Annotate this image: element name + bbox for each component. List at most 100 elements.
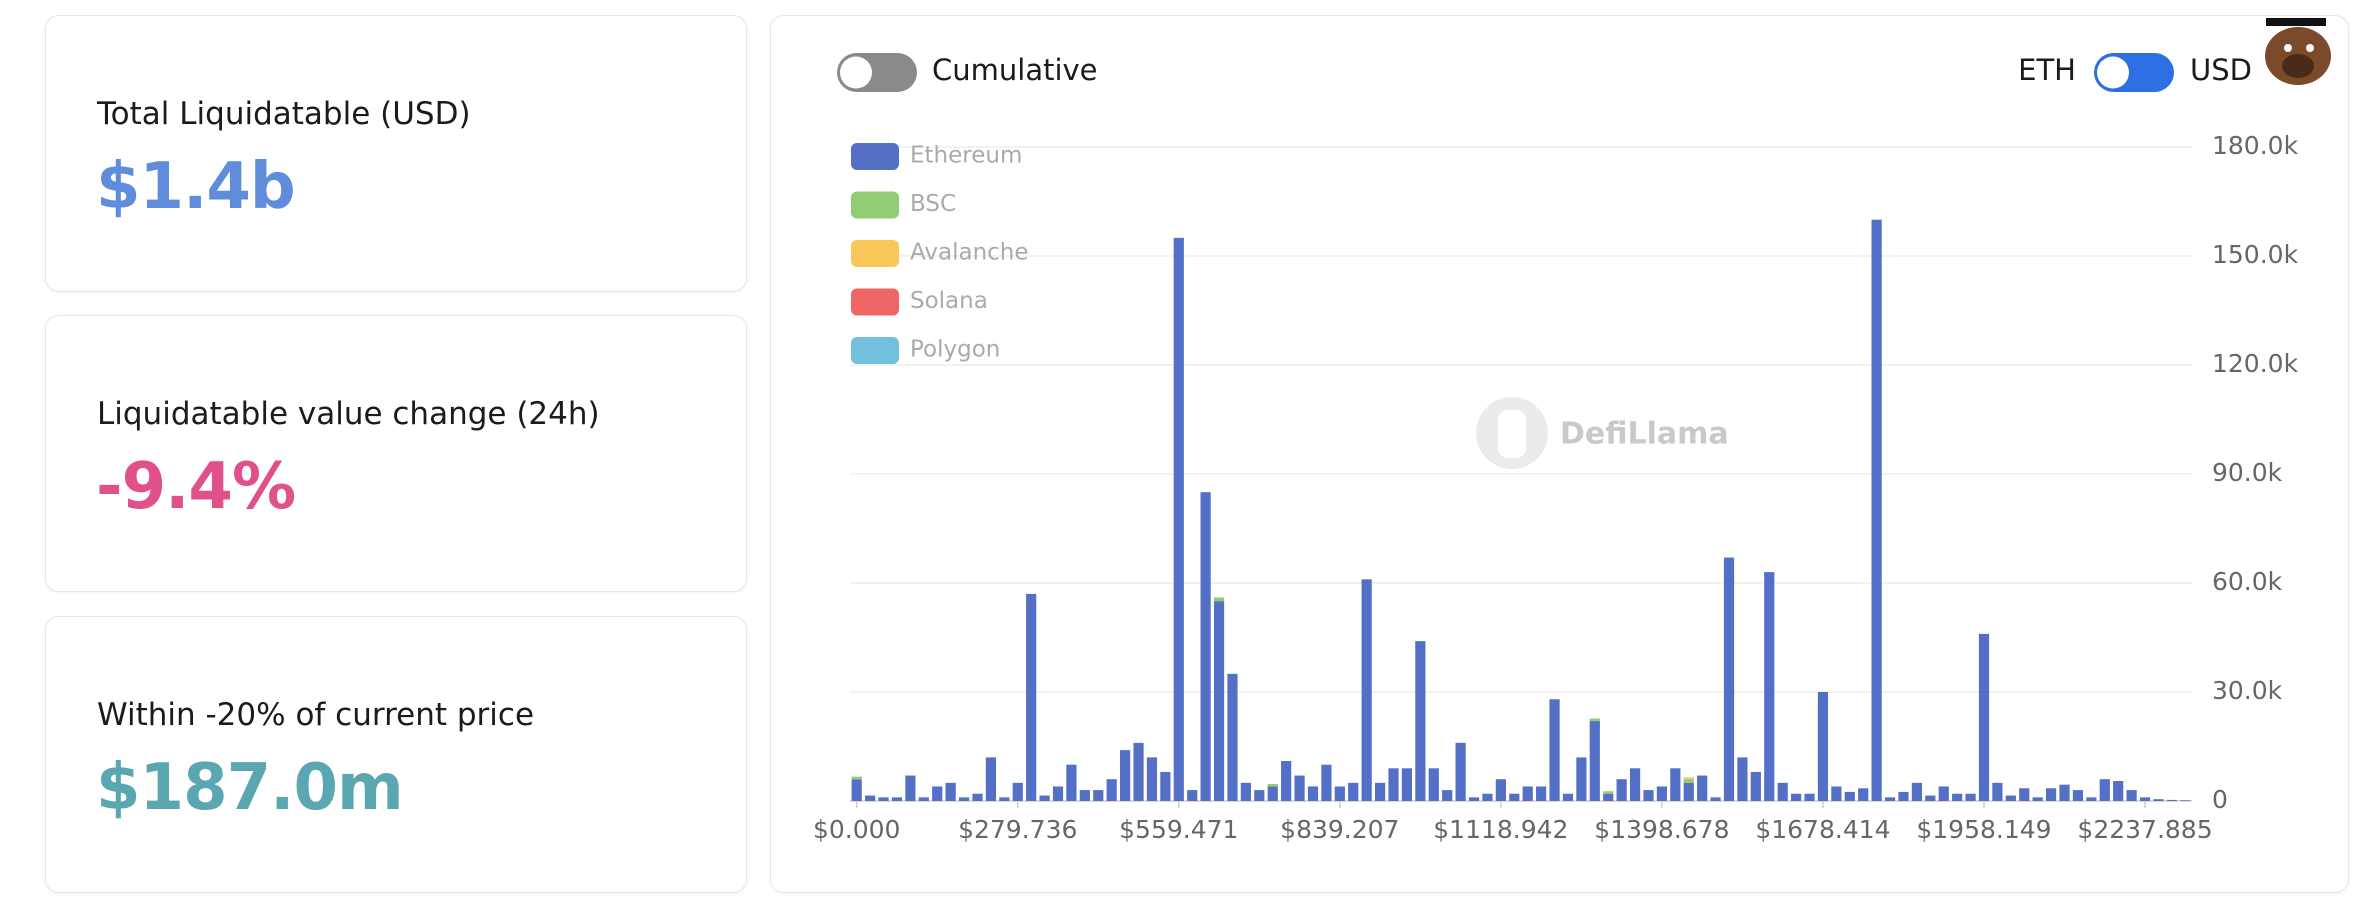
bar [1509, 793, 1520, 801]
bar [2086, 797, 2097, 801]
watermark-text: DefiLlama [1560, 417, 1729, 452]
toggle-label: Cumulative [932, 53, 1098, 87]
bar [1697, 775, 1708, 801]
bar [1710, 797, 1721, 801]
bar [972, 793, 983, 801]
toggle-label: USD [2190, 53, 2252, 87]
legend-swatch [851, 337, 899, 364]
toggle-knob [2097, 56, 2129, 89]
bar [1683, 777, 1694, 780]
bar [1039, 795, 1050, 801]
stat-card: Within -20% of current price $187.0m [45, 616, 747, 893]
bar [2166, 799, 2177, 801]
bar [1026, 593, 1037, 801]
bar [1307, 786, 1319, 801]
bar [1965, 793, 1976, 801]
x-tick-label: $559.471 [1119, 815, 1238, 844]
bar [2099, 779, 2110, 801]
bar [1992, 782, 2003, 801]
bar [1213, 601, 1225, 801]
bar [2126, 790, 2137, 801]
stat-value: $187.0m [96, 751, 404, 825]
y-tick-label: 30.0k [2212, 676, 2283, 705]
legend-swatch [851, 143, 899, 170]
bar [1468, 797, 1480, 801]
bar [1052, 786, 1064, 801]
bar [1683, 782, 1694, 801]
bar [891, 797, 903, 801]
y-tick-label: 0 [2212, 785, 2228, 814]
stat-value: $1.4b [96, 150, 296, 224]
bar [2059, 784, 2070, 801]
bar [905, 775, 916, 801]
bar [1281, 761, 1292, 801]
bar [1817, 692, 1829, 801]
bar [1536, 786, 1547, 801]
bar [2139, 797, 2151, 801]
bar [1603, 793, 1614, 801]
bar [2180, 800, 2191, 801]
x-tick-label: $279.736 [958, 815, 1077, 844]
stat-label: Total Liquidatable (USD) [97, 96, 471, 132]
watermark: DefiLlama [1476, 397, 1729, 469]
bar [1549, 699, 1560, 801]
bar [1187, 790, 1198, 801]
legend-label: Ethereum [910, 143, 1022, 169]
bar [1401, 768, 1413, 801]
bar [1213, 597, 1225, 602]
bar [1764, 572, 1775, 801]
bar [1455, 742, 1466, 801]
x-tick-label: $2237.885 [2077, 815, 2212, 844]
bar [1227, 673, 1238, 801]
bar [1106, 779, 1117, 801]
avatar [2265, 18, 2331, 85]
bar [1334, 786, 1345, 801]
legend-label: Polygon [910, 337, 1000, 363]
bar [932, 786, 943, 801]
bar [1750, 771, 1761, 801]
stat-value: -9.4% [96, 450, 296, 524]
bar [2113, 781, 2124, 801]
bar [1831, 786, 1842, 801]
y-tick-label: 90.0k [2212, 458, 2283, 487]
bar [1267, 783, 1278, 787]
y-tick-label: 60.0k [2212, 567, 2283, 596]
bar [1898, 791, 1909, 801]
bar [1844, 791, 1855, 801]
bar [2019, 788, 2030, 801]
bar [1952, 793, 1963, 801]
bar [1133, 742, 1144, 801]
bar [1589, 721, 1600, 801]
bar [1388, 768, 1399, 801]
bar [999, 797, 1010, 801]
bar [865, 795, 876, 801]
bar [1294, 775, 1305, 801]
bar [1066, 764, 1077, 801]
legend-swatch [851, 191, 899, 219]
bar [1871, 219, 1882, 801]
legend-label: Avalanche [910, 240, 1029, 266]
x-tick-label: $839.207 [1280, 815, 1399, 844]
bar [1120, 750, 1131, 801]
bar [1858, 788, 1869, 801]
bar [1925, 795, 1936, 801]
legend-swatch [851, 288, 899, 316]
bar [1146, 757, 1158, 801]
bar [918, 797, 929, 801]
y-tick-label: 120.0k [2212, 349, 2299, 378]
bar [2005, 795, 2016, 801]
bar [1093, 790, 1104, 801]
bar [2072, 790, 2084, 801]
bar [1240, 782, 1251, 801]
bar [1804, 793, 1815, 801]
toggle-label: ETH [2018, 53, 2076, 87]
bar [1683, 779, 1694, 783]
bar [1079, 790, 1090, 801]
bar [851, 776, 862, 780]
legend-label: BSC [910, 191, 956, 217]
bar [1267, 786, 1278, 801]
x-tick-label: $0.000 [813, 815, 900, 844]
bar [1938, 786, 1949, 801]
x-tick-label: $1398.678 [1594, 815, 1729, 844]
